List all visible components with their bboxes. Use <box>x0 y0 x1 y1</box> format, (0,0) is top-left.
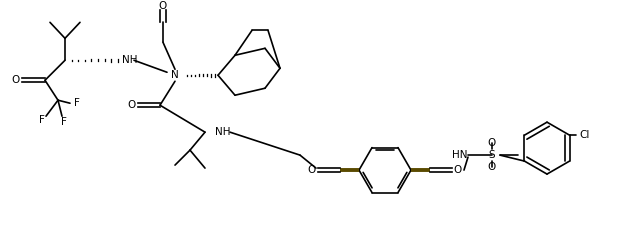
Text: N: N <box>171 70 179 80</box>
Text: F: F <box>39 115 45 125</box>
Text: Cl: Cl <box>580 130 590 140</box>
Text: HN: HN <box>452 150 468 160</box>
Text: F: F <box>74 98 80 108</box>
Text: O: O <box>12 75 20 85</box>
Text: NH: NH <box>122 55 138 65</box>
Text: F: F <box>61 117 67 127</box>
Text: O: O <box>308 165 316 175</box>
Text: O: O <box>159 1 167 11</box>
Text: O: O <box>488 138 496 148</box>
Text: S: S <box>489 150 496 160</box>
Text: NH: NH <box>215 127 231 137</box>
Text: O: O <box>488 162 496 172</box>
Text: O: O <box>454 165 462 175</box>
Text: O: O <box>128 100 136 110</box>
